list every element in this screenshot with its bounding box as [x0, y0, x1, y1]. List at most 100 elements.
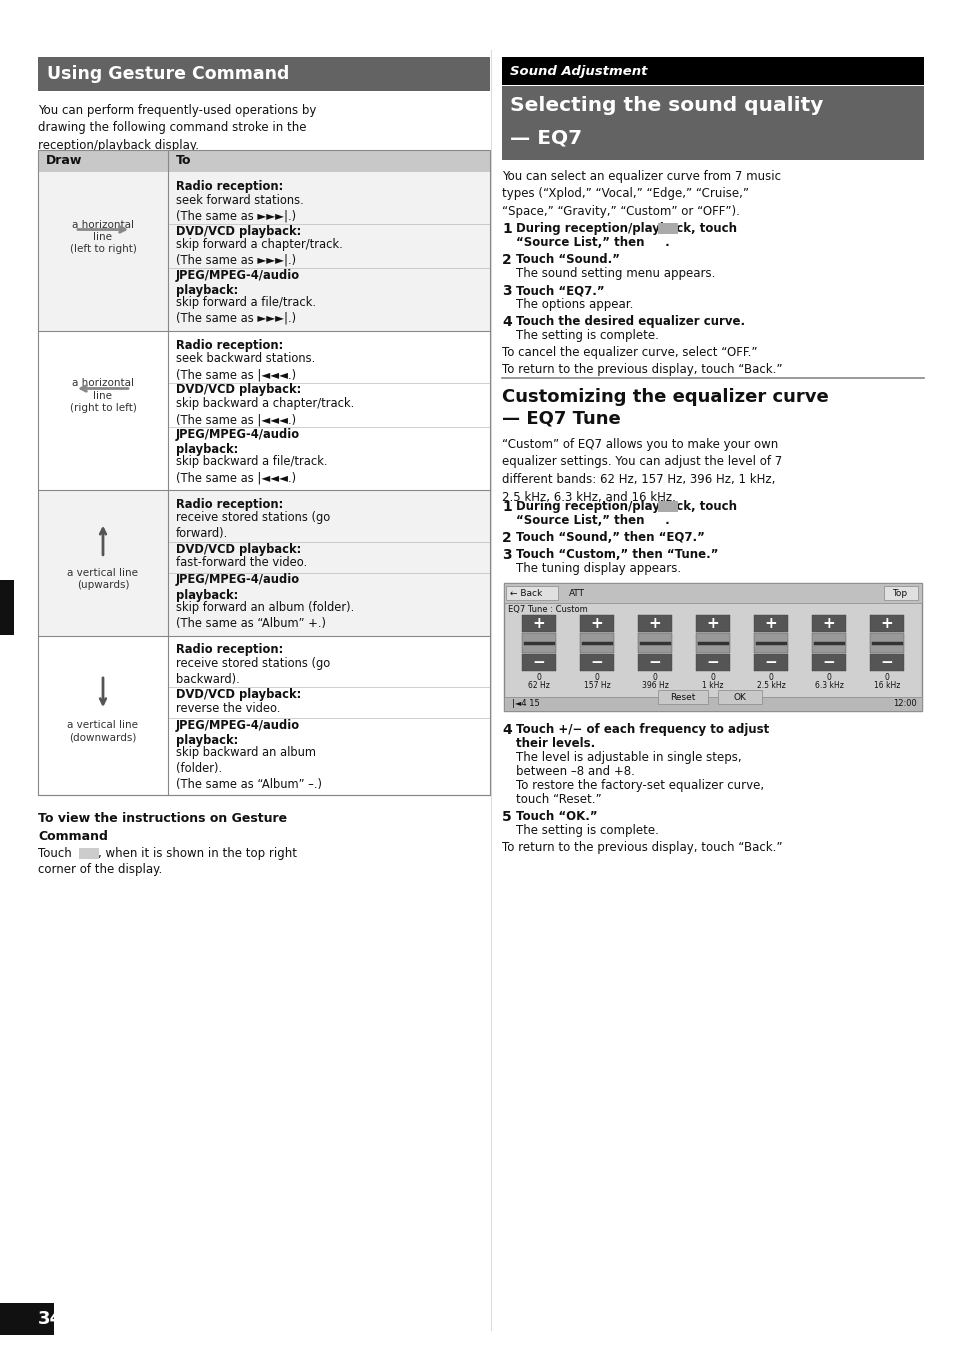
Bar [579, 633, 614, 653]
Bar [503, 583, 921, 603]
Text: “Source List,” then     .: “Source List,” then . [516, 514, 669, 527]
Text: JPEG/MPEG-4/audio
playback:: JPEG/MPEG-4/audio playback: [175, 719, 300, 748]
Text: 1: 1 [501, 500, 511, 514]
Bar [658, 690, 707, 704]
Text: To return to the previous display, touch “Back.”: To return to the previous display, touch… [501, 841, 781, 854]
Text: 62 Hz: 62 Hz [528, 681, 549, 690]
Text: ATT: ATT [568, 588, 584, 598]
Bar [501, 57, 923, 85]
Text: skip forward an album (folder).
(The same as “Album” +.): skip forward an album (folder). (The sam… [175, 600, 354, 630]
Bar [503, 698, 921, 711]
Text: EQ7 Tune : Custom: EQ7 Tune : Custom [507, 604, 587, 614]
Bar [38, 150, 490, 172]
Bar [638, 615, 671, 631]
Text: +: + [532, 617, 545, 631]
Bar [696, 615, 729, 631]
Bar [638, 633, 671, 653]
Bar [753, 654, 787, 671]
Text: reverse the video.: reverse the video. [175, 702, 280, 714]
Bar [658, 223, 678, 234]
Text: 0: 0 [652, 673, 657, 681]
Text: JPEG/MPEG-4/audio
playback:: JPEG/MPEG-4/audio playback: [175, 573, 300, 602]
Text: +: + [706, 617, 719, 631]
Text: their levels.: their levels. [516, 737, 595, 750]
Bar [579, 615, 614, 631]
Text: 0: 0 [594, 673, 598, 681]
Bar [869, 654, 903, 671]
Text: 2: 2 [501, 531, 511, 545]
Text: −: − [763, 654, 777, 671]
Text: seek forward stations.
(The same as ►►►|.): seek forward stations. (The same as ►►►|… [175, 193, 303, 223]
Text: JPEG/MPEG-4/audio
playback:: JPEG/MPEG-4/audio playback: [175, 429, 300, 456]
Text: between –8 and +8.: between –8 and +8. [516, 765, 634, 777]
Bar [811, 615, 845, 631]
Text: 3: 3 [501, 548, 511, 562]
Text: −: − [880, 654, 892, 671]
Text: 16 kHz: 16 kHz [873, 681, 900, 690]
Bar [501, 87, 923, 160]
Text: 12:00: 12:00 [892, 699, 916, 708]
Bar [883, 585, 917, 600]
Text: Radio reception:: Radio reception: [175, 339, 283, 352]
Text: +: + [763, 617, 777, 631]
Bar [38, 331, 490, 489]
Text: To cancel the equalizer curve, select “OFF.”
To return to the previous display, : To cancel the equalizer curve, select “O… [501, 346, 781, 376]
Bar [38, 57, 490, 91]
Text: DVD/VCD playback:: DVD/VCD playback: [175, 384, 301, 396]
Text: DVD/VCD playback:: DVD/VCD playback: [175, 224, 301, 238]
Text: Touch “EQ7.”: Touch “EQ7.” [516, 284, 604, 297]
Text: a horizontal
line
(right to left): a horizontal line (right to left) [70, 379, 136, 414]
Bar [811, 654, 845, 671]
Bar [753, 633, 787, 653]
Bar [505, 585, 558, 600]
Text: −: − [706, 654, 719, 671]
Text: “Custom” of EQ7 allows you to make your own
equalizer settings. You can adjust t: “Custom” of EQ7 allows you to make your … [501, 438, 781, 503]
Text: During reception/playback, touch: During reception/playback, touch [516, 222, 737, 235]
Text: −: − [648, 654, 660, 671]
Bar [0, 580, 14, 635]
Bar [521, 633, 556, 653]
Text: — EQ7: — EQ7 [510, 128, 581, 147]
Text: Touch “Sound.”: Touch “Sound.” [516, 253, 619, 266]
Text: Sound Adjustment: Sound Adjustment [510, 65, 647, 77]
Text: 1: 1 [501, 222, 511, 237]
Bar [869, 615, 903, 631]
Text: −: − [532, 654, 545, 671]
Text: −: − [590, 654, 602, 671]
Text: Top: Top [891, 588, 906, 598]
Text: skip forward a file/track.
(The same as ►►►|.): skip forward a file/track. (The same as … [175, 296, 315, 324]
Text: You can select an equalizer curve from 7 music
types (“Xplod,” “Vocal,” “Edge,” : You can select an equalizer curve from 7… [501, 170, 781, 218]
Text: 157 Hz: 157 Hz [583, 681, 610, 690]
Text: Selecting the sound quality: Selecting the sound quality [510, 96, 822, 115]
Text: +: + [821, 617, 835, 631]
Text: The sound setting menu appears.: The sound setting menu appears. [516, 266, 715, 280]
Text: OK: OK [733, 692, 745, 702]
Text: “Source List,” then     .: “Source List,” then . [516, 237, 669, 249]
Text: 0: 0 [710, 673, 715, 681]
Text: receive stored stations (go
backward).: receive stored stations (go backward). [175, 657, 330, 685]
Bar [696, 654, 729, 671]
Text: 4: 4 [501, 315, 511, 329]
Text: Using Gesture Command: Using Gesture Command [47, 65, 289, 82]
Text: touch “Reset.”: touch “Reset.” [516, 794, 601, 806]
Text: 6.3 kHz: 6.3 kHz [814, 681, 842, 690]
Bar [811, 633, 845, 653]
Text: |◄4 15: |◄4 15 [512, 699, 539, 708]
Bar [753, 615, 787, 631]
Text: 0: 0 [536, 673, 541, 681]
Text: a horizontal
line
(left to right): a horizontal line (left to right) [70, 219, 136, 254]
Text: Draw: Draw [46, 154, 82, 168]
Text: JPEG/MPEG-4/audio
playback:: JPEG/MPEG-4/audio playback: [175, 269, 300, 297]
Bar [521, 615, 556, 631]
Text: 396 Hz: 396 Hz [640, 681, 668, 690]
Bar [521, 654, 556, 671]
Text: a vertical line
(downwards): a vertical line (downwards) [68, 721, 138, 742]
Text: 1 kHz: 1 kHz [701, 681, 723, 690]
Bar [79, 848, 99, 859]
Text: 3: 3 [501, 284, 511, 297]
Text: Radio reception:: Radio reception: [175, 180, 283, 193]
Bar [0, 1303, 54, 1334]
Text: Radio reception:: Radio reception: [175, 644, 283, 657]
Text: The level is adjustable in single steps,: The level is adjustable in single steps, [516, 750, 740, 764]
Text: 34: 34 [38, 1310, 63, 1328]
